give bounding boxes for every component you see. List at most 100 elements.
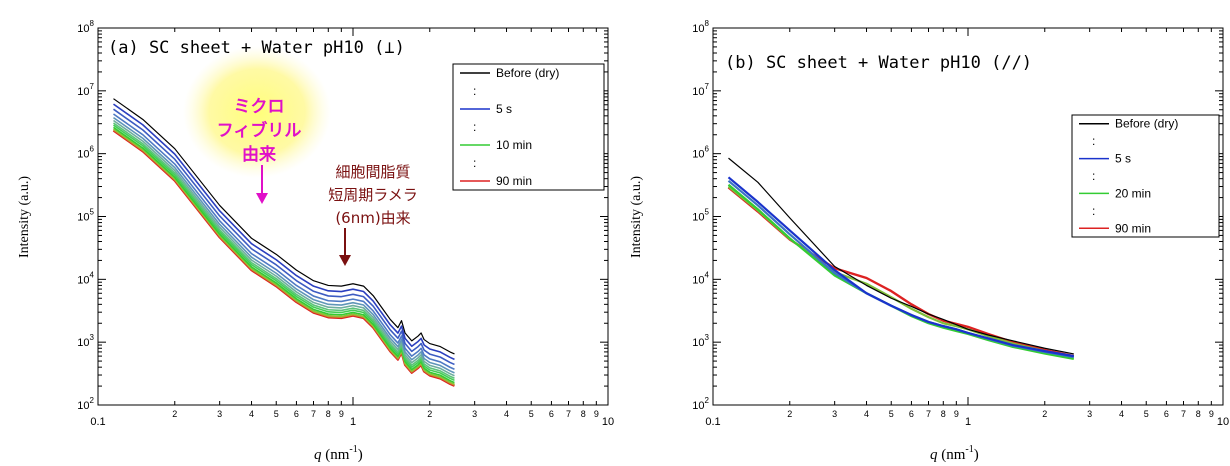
y-tick-label: 102 <box>77 396 94 412</box>
annotation-microfibril: ミクロ フィブリル 由来 <box>217 97 302 204</box>
x-minor-tick-label: 9 <box>594 409 599 419</box>
y-tick-label: 106 <box>77 145 94 161</box>
y-tick-label: 103 <box>77 333 94 349</box>
x-minor-tick-label: 7 <box>566 409 571 419</box>
x-axis-var-b: q <box>930 447 938 463</box>
data-series-line <box>727 185 1075 359</box>
x-minor-tick-label: 4 <box>249 409 254 419</box>
data-series-line <box>113 122 455 379</box>
legend-ellipsis: : <box>1092 204 1095 218</box>
annotation-microfibril-line1: ミクロ <box>234 97 285 117</box>
series-group-b <box>727 157 1075 361</box>
x-tick-labels-b: 2 3 4 5 6 7 8 9 2 3 4 5 6 7 8 90.1 1 10 <box>705 409 1229 428</box>
data-series-line <box>113 119 455 377</box>
x-minor-tick-label: 6 <box>909 409 914 419</box>
legend-ellipsis: : <box>1092 134 1095 148</box>
x-tick-label: 10 <box>602 416 614 428</box>
legend-label: 90 min <box>1115 221 1151 235</box>
legend-label: 5 s <box>496 102 512 116</box>
y-tick-label: 107 <box>692 82 709 98</box>
x-minor-tick-label: 8 <box>941 409 946 419</box>
data-series-line <box>727 176 1075 358</box>
y-axis-label-a: Intensity (a.u.) <box>17 176 32 258</box>
legend-label: 5 s <box>1115 152 1131 166</box>
legend-label: 10 min <box>496 138 532 152</box>
x-tick-labels-a: 2 3 4 5 6 7 8 9 2 3 4 5 6 7 8 90.1 1 10 <box>90 409 614 428</box>
microfibril-glow <box>183 46 331 178</box>
x-minor-tick-label: 8 <box>581 409 586 419</box>
x-axis-unit-a: (nm <box>322 447 350 463</box>
x-tick-label: 1 <box>965 416 971 428</box>
x-minor-tick-label: 6 <box>549 409 554 419</box>
x-tick-label: 1 <box>350 416 356 428</box>
x-minor-tick-label: 5 <box>274 409 279 419</box>
data-series-line <box>113 103 455 361</box>
x-minor-tick-label: 7 <box>1181 409 1186 419</box>
data-series-line <box>113 116 455 374</box>
legend-ellipsis: : <box>473 120 476 134</box>
annotation-lamella: 細胞間脂質 短周期ラメラ (6nm)由来 <box>328 163 418 266</box>
x-tick-label: 0.1 <box>705 416 720 428</box>
axis-ticks-a <box>97 27 609 406</box>
y-tick-labels-b: 102 103 104 105 106 107 108 <box>692 19 709 412</box>
x-axis-label-a: q (nm-1) <box>314 444 363 463</box>
data-series-line <box>727 186 1075 358</box>
y-tick-label: 108 <box>692 19 709 35</box>
y-tick-label: 108 <box>77 19 94 35</box>
chart-title-a: (a) SC sheet + Water pH10 (⊥) <box>108 38 405 58</box>
x-minor-tick-label: 2 <box>1042 409 1047 419</box>
x-minor-tick-label: 2 <box>172 409 177 419</box>
x-axis-close-a: ) <box>358 447 363 463</box>
y-tick-label: 104 <box>692 270 709 286</box>
legend-b: Before (dry): 5 s: 20 min: 90 min <box>1071 114 1220 238</box>
y-tick-labels-a: 102 103 104 105 106 107 108 <box>77 19 94 412</box>
y-tick-label: 102 <box>692 396 709 412</box>
y-tick-label: 106 <box>692 145 709 161</box>
legend-label: 20 min <box>1115 186 1151 200</box>
data-series-line <box>113 108 455 366</box>
x-minor-tick-label: 9 <box>954 409 959 419</box>
x-minor-tick-label: 3 <box>472 409 477 419</box>
legend-ellipsis: : <box>1092 169 1095 183</box>
legend-ellipsis: : <box>473 156 476 170</box>
legend-ellipsis: : <box>473 84 476 98</box>
series-group-a <box>112 98 455 387</box>
data-series-line <box>113 124 455 382</box>
x-minor-tick-label: 9 <box>1209 409 1214 419</box>
data-series-line <box>113 126 455 384</box>
x-minor-tick-label: 5 <box>889 409 894 419</box>
y-axis-label-b: Intensity (a.u.) <box>629 176 644 258</box>
legend-frame-a <box>452 63 605 191</box>
legend-frame-b <box>1071 114 1220 238</box>
data-series-line <box>113 113 455 370</box>
x-minor-tick-label: 9 <box>339 409 344 419</box>
x-minor-tick-label: 4 <box>864 409 869 419</box>
x-minor-tick-label: 3 <box>832 409 837 419</box>
annotation-lamella-line3: (6nm)由来 <box>335 209 410 227</box>
x-minor-tick-label: 5 <box>529 409 534 419</box>
x-axis-label-b: q (nm-1) <box>930 444 979 463</box>
x-minor-tick-label: 3 <box>217 409 222 419</box>
annotation-lamella-line2: 短周期ラメラ <box>328 186 418 204</box>
x-minor-tick-label: 3 <box>1087 409 1092 419</box>
x-minor-tick-label: 5 <box>1144 409 1149 419</box>
x-tick-label: 0.1 <box>90 416 105 428</box>
x-axis-close-b: ) <box>974 447 979 463</box>
x-minor-tick-label: 2 <box>427 409 432 419</box>
legend-a: Before (dry): 5 s: 10 min: 90 min <box>452 63 605 191</box>
arrowhead-microfibril <box>256 193 268 204</box>
x-minor-tick-label: 4 <box>504 409 509 419</box>
arrowhead-lamella <box>339 255 351 266</box>
x-minor-tick-label: 8 <box>1196 409 1201 419</box>
y-tick-label: 105 <box>77 208 94 224</box>
x-tick-label: 10 <box>1217 416 1229 428</box>
x-minor-tick-label: 8 <box>326 409 331 419</box>
annotation-microfibril-line2: フィブリル <box>217 120 302 141</box>
data-series-line-before <box>113 98 455 355</box>
x-axis-exp-a: -1 <box>349 444 357 455</box>
legend-label: Before (dry) <box>1115 117 1178 131</box>
data-series-line <box>727 183 1075 361</box>
